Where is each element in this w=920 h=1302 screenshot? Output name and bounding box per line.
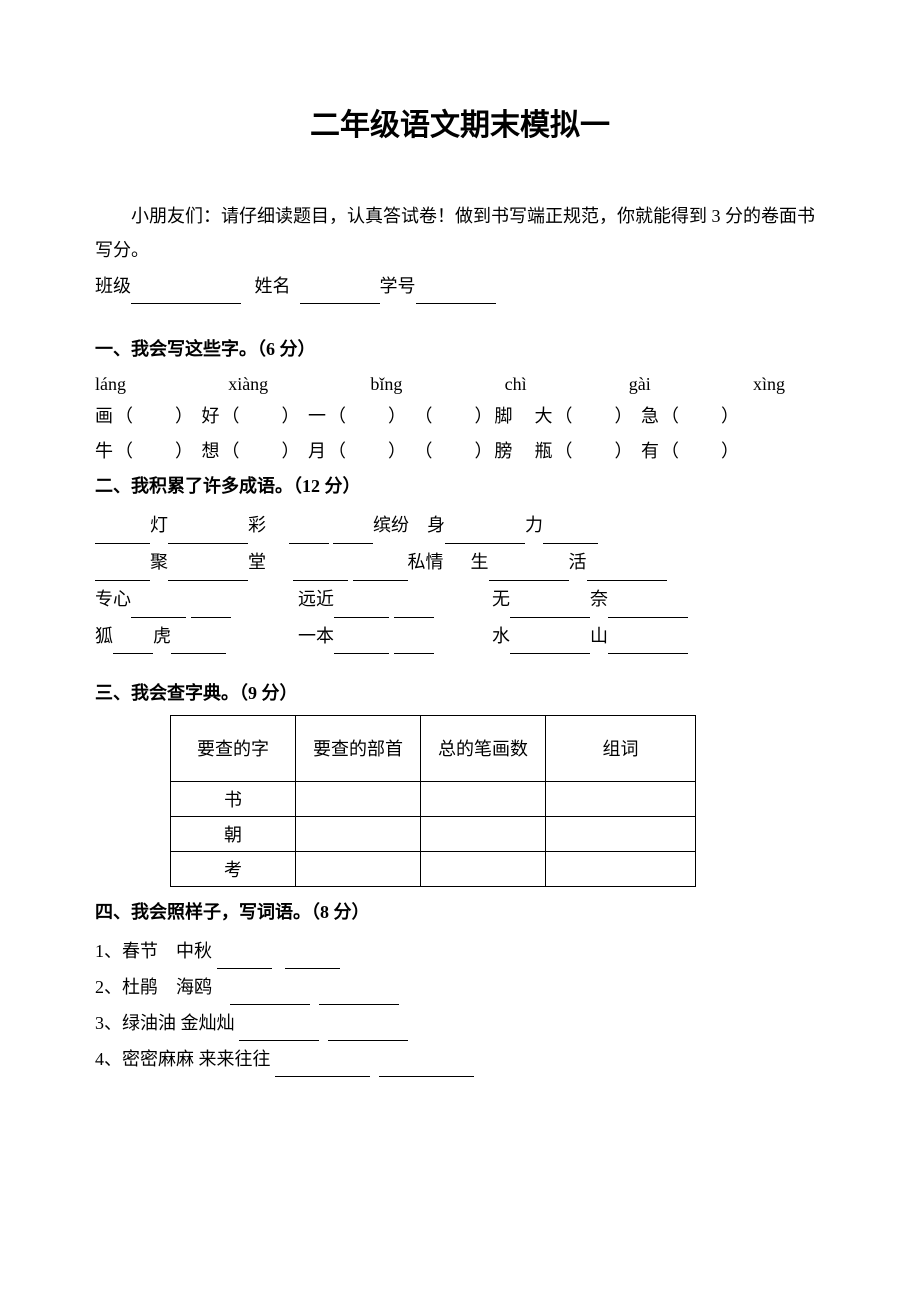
blank[interactable] <box>587 561 667 581</box>
char-row-1: 画（ ） 好（ ） 一（ ） （ ）脚 大（ ） 急（ ） <box>95 399 825 434</box>
th-radical: 要查的部首 <box>296 715 421 781</box>
pinyin-5: gài <box>629 370 651 399</box>
blank[interactable] <box>543 524 598 544</box>
blank[interactable] <box>95 561 150 581</box>
idiom-line-3: 专心 远近 无奈 <box>95 581 825 618</box>
pinyin-row: láng xiàng bǐng chì gài xìng <box>95 370 825 399</box>
blank[interactable] <box>168 524 248 544</box>
cell-blank[interactable] <box>421 851 546 886</box>
cell-char-3: 考 <box>171 851 296 886</box>
id-blank[interactable] <box>416 284 496 304</box>
cell-blank[interactable] <box>546 781 696 816</box>
page-title: 二年级语文期末模拟一 <box>95 100 825 144</box>
section-1-header: 一、我会写这些字。（6 分） <box>95 332 825 366</box>
name-blank[interactable] <box>300 284 380 304</box>
idiom-line-2: 聚堂 私情 生活 <box>95 544 825 581</box>
table-row: 朝 <box>171 816 696 851</box>
blank[interactable] <box>334 598 389 618</box>
blank[interactable] <box>168 561 248 581</box>
table-header-row: 要查的字 要查的部首 总的笔画数 组词 <box>171 715 696 781</box>
q4-line-3: 3、绿油油 金灿灿 <box>95 1005 825 1041</box>
blank[interactable] <box>510 634 590 654</box>
blank[interactable] <box>333 524 373 544</box>
char-row-2: 牛（ ） 想（ ） 月（ ） （ ）膀 瓶（ ） 有（ ） <box>95 434 825 469</box>
blank[interactable] <box>239 1021 319 1041</box>
th-char: 要查的字 <box>171 715 296 781</box>
class-label: 班级 <box>95 276 131 296</box>
blank[interactable] <box>328 1021 408 1041</box>
section-3-header: 三、我会查字典。（9 分） <box>95 676 825 710</box>
cell-blank[interactable] <box>546 816 696 851</box>
blank[interactable] <box>171 634 226 654</box>
pinyin-4: chì <box>505 370 527 399</box>
blank[interactable] <box>191 598 231 618</box>
blank[interactable] <box>608 634 688 654</box>
cell-char-2: 朝 <box>171 816 296 851</box>
pinyin-6: xìng <box>753 370 785 399</box>
table-row: 书 <box>171 781 696 816</box>
name-label: 姓名 <box>255 276 291 296</box>
blank[interactable] <box>95 524 150 544</box>
blank[interactable] <box>319 985 399 1005</box>
dictionary-table: 要查的字 要查的部首 总的笔画数 组词 书 朝 考 <box>170 715 696 887</box>
idiom-line-1: 灯彩 缤纷 身力 <box>95 507 825 544</box>
blank[interactable] <box>510 598 590 618</box>
q4-line-2: 2、杜鹃 海鸥 <box>95 969 825 1005</box>
th-word: 组词 <box>546 715 696 781</box>
cell-blank[interactable] <box>421 781 546 816</box>
pinyin-1: láng <box>95 370 126 399</box>
class-blank[interactable] <box>131 284 241 304</box>
blank[interactable] <box>353 561 408 581</box>
blank[interactable] <box>334 634 389 654</box>
cell-blank[interactable] <box>546 851 696 886</box>
blank[interactable] <box>489 561 569 581</box>
blank[interactable] <box>230 985 310 1005</box>
blank[interactable] <box>379 1057 474 1077</box>
blank[interactable] <box>113 634 153 654</box>
blank[interactable] <box>131 598 186 618</box>
cell-blank[interactable] <box>296 816 421 851</box>
idiom-line-4: 狐虎 一本 水山 <box>95 618 825 655</box>
section-2-header: 二、我积累了许多成语。（12 分） <box>95 469 825 503</box>
blank[interactable] <box>285 949 340 969</box>
q4-line-4: 4、密密麻麻 来来往往 <box>95 1041 825 1077</box>
intro-text: 小朋友们：请仔细读题目，认真答试卷！做到书写端正规范，你就能得到 3 分的卷面书… <box>95 199 825 267</box>
cell-blank[interactable] <box>296 851 421 886</box>
blank[interactable] <box>394 598 434 618</box>
cell-char-1: 书 <box>171 781 296 816</box>
id-label: 学号 <box>380 276 416 296</box>
blank[interactable] <box>217 949 272 969</box>
cell-blank[interactable] <box>421 816 546 851</box>
blank[interactable] <box>394 634 434 654</box>
pinyin-3: bǐng <box>370 370 402 399</box>
q4-line-1: 1、春节 中秋 <box>95 933 825 969</box>
blank[interactable] <box>275 1057 370 1077</box>
blank[interactable] <box>608 598 688 618</box>
blank[interactable] <box>445 524 525 544</box>
blank[interactable] <box>289 524 329 544</box>
blank[interactable] <box>293 561 348 581</box>
th-strokes: 总的笔画数 <box>421 715 546 781</box>
cell-blank[interactable] <box>296 781 421 816</box>
student-info-line: 班级 姓名 学号 <box>95 269 825 303</box>
pinyin-2: xiàng <box>228 370 268 399</box>
table-row: 考 <box>171 851 696 886</box>
section-4-header: 四、我会照样子，写词语。（8 分） <box>95 895 825 929</box>
